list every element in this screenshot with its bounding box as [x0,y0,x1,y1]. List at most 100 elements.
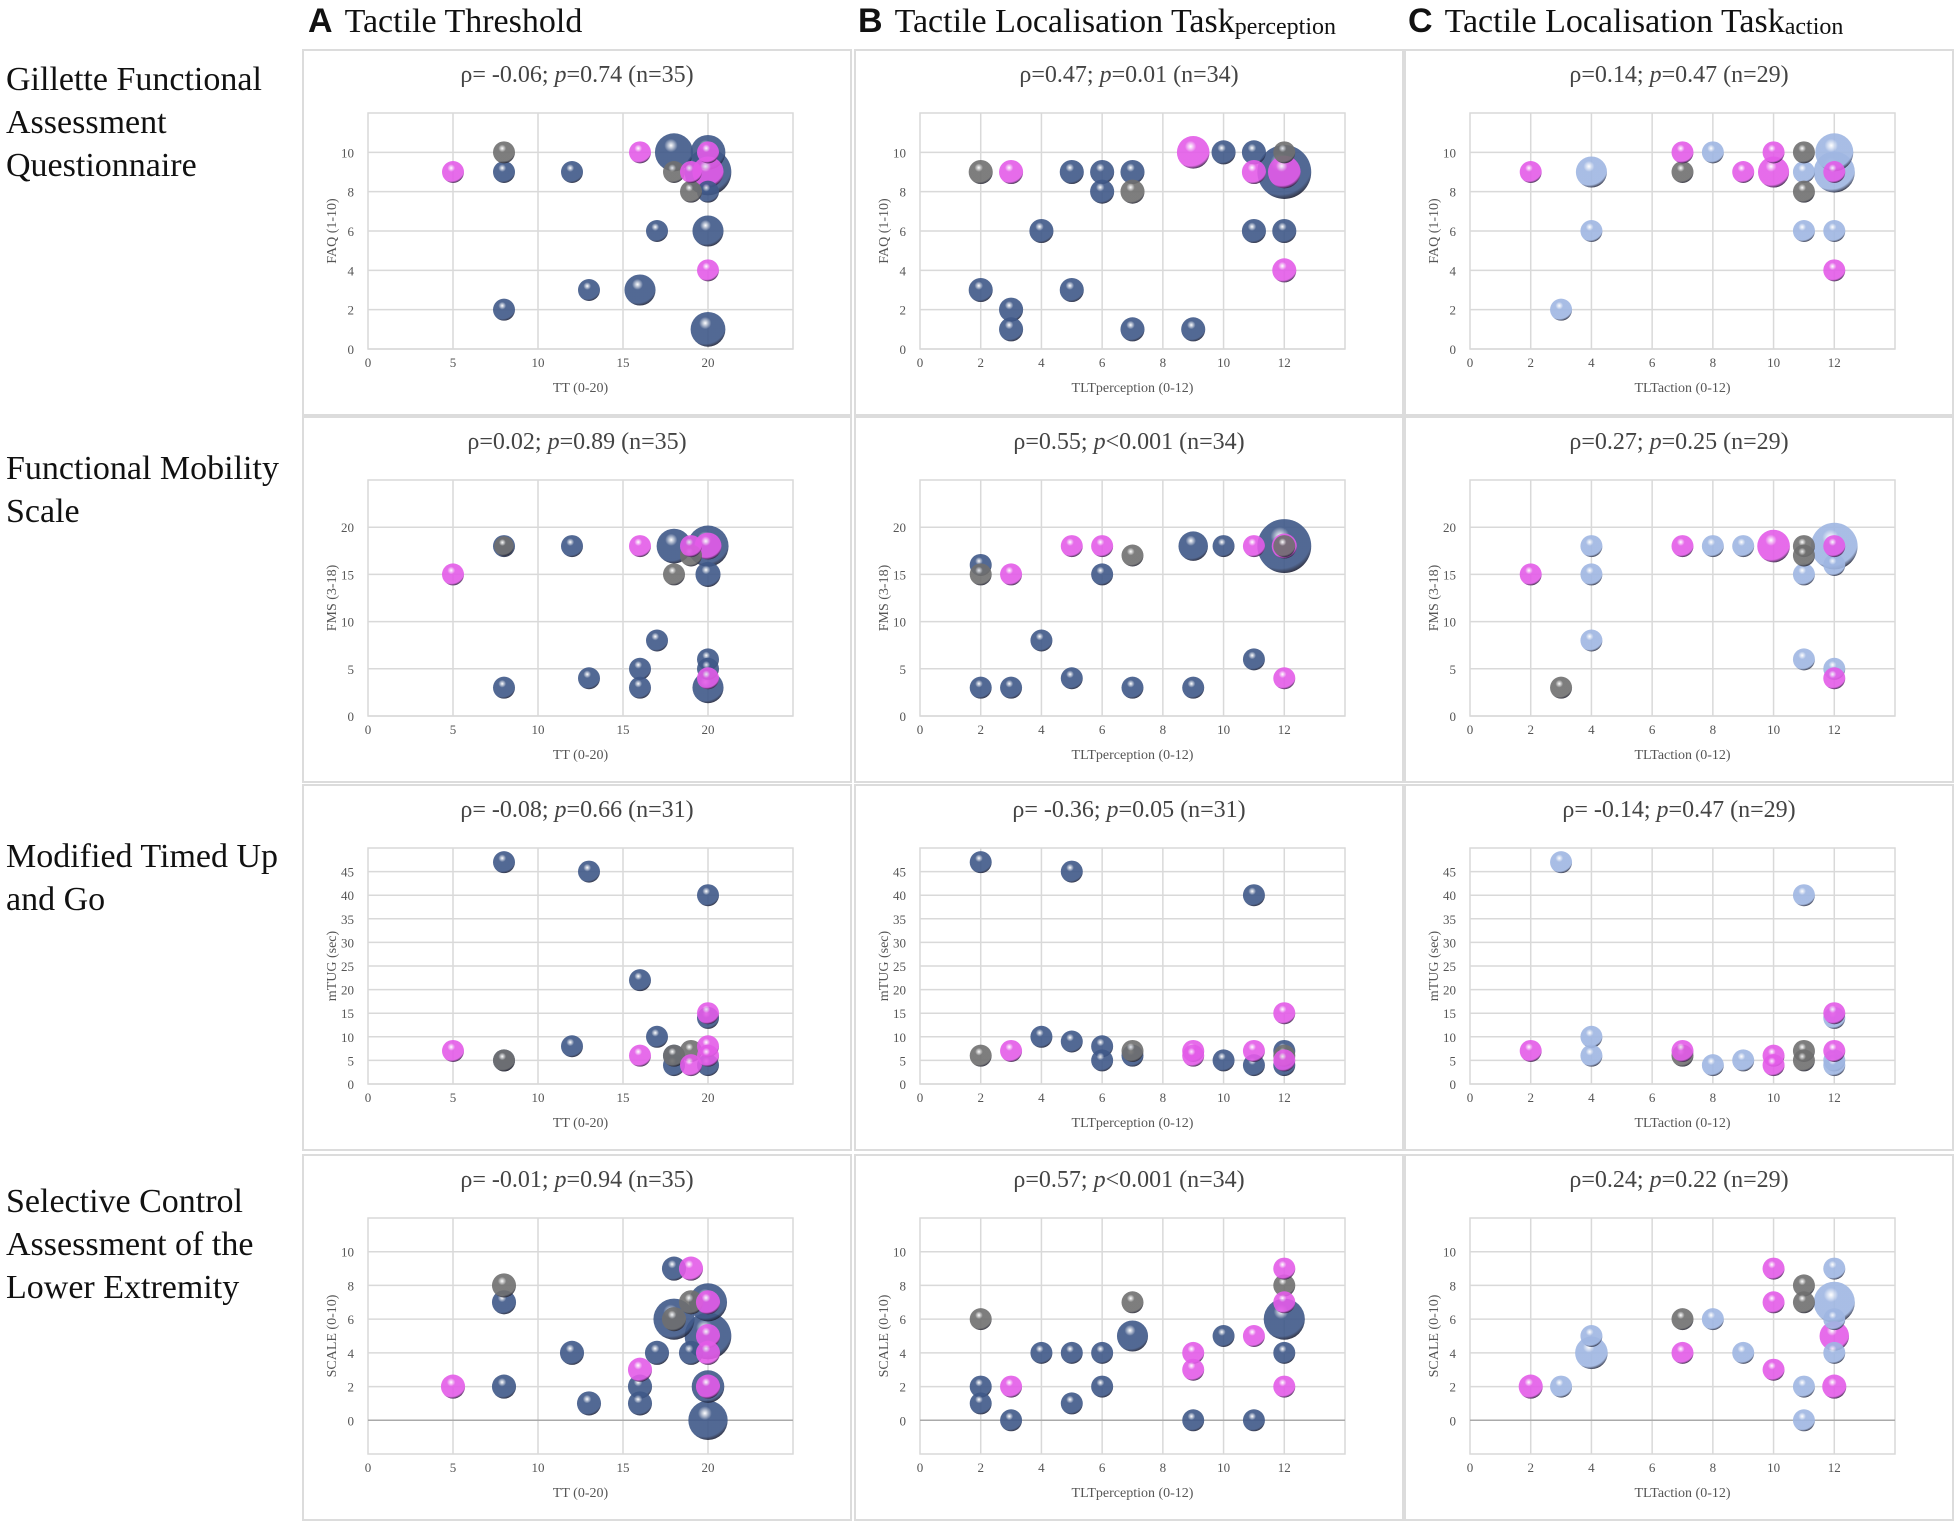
x-tick-label: 10 [1767,1460,1780,1475]
bubble-point-pink [697,1044,719,1067]
x-tick-label: 8 [1710,1460,1717,1475]
bubble-point-blue [646,220,668,242]
bubble-point-gray [680,180,702,203]
x-tick-label: 5 [450,1090,457,1105]
stat-title: ρ=0.57; p<0.001 (n=34) [1013,1167,1244,1193]
x-tick-label: 20 [702,355,715,370]
bubble-point-blue [1120,159,1145,185]
bubble-point-blue [1272,218,1297,244]
x-tick-label: 15 [617,1460,630,1475]
y-axis-label: FMS (3-18) [877,564,892,631]
bubble-point-gray [969,563,992,586]
stat-p: p [1098,62,1112,88]
y-tick-label: 35 [341,912,354,927]
bubble-point-pink [1091,535,1114,558]
bubble-point-pink [1762,1054,1785,1077]
bubble-point-light [1823,1308,1846,1331]
y-tick-label: 10 [1443,1245,1456,1260]
x-tick-label: 4 [1588,1090,1595,1105]
y-tick-label: 0 [348,1413,355,1428]
bubble-point-pink [1519,1039,1542,1062]
x-axis-label: TT (0-20) [553,381,609,396]
column-subscript: action [1784,14,1844,40]
bubble-point-light [1575,156,1607,188]
bubble-point-pink [1762,141,1785,164]
x-tick-label: 8 [1160,1090,1167,1105]
bubble-point-blue [999,317,1024,342]
y-tick-label: 6 [348,1312,355,1327]
y-tick-label: 2 [348,303,355,318]
x-tick-label: 0 [365,1460,372,1475]
bubble-point-pink [1267,155,1301,189]
bubble-point-pink [697,667,719,690]
x-tick-label: 0 [917,1460,924,1475]
x-tick-label: 5 [450,722,457,737]
bubble-point-pink [1273,1257,1296,1280]
x-tick-label: 12 [1828,722,1841,737]
bubble-point-pink [1182,1341,1205,1364]
x-tick-label: 10 [1767,355,1780,370]
bubble-point-blue [1030,1025,1053,1048]
y-tick-label: 4 [900,263,907,278]
bubble-point-light [1792,220,1815,242]
x-tick-label: 0 [1467,1460,1474,1475]
x-tick-label: 12 [1828,355,1841,370]
panel-border [854,784,1404,1151]
bubble-point-gray [1792,180,1815,203]
bubble-point-blue [561,535,583,558]
stat-stat: <0.001 (n=34) [1106,1167,1245,1193]
x-tick-label: 12 [1278,1460,1291,1475]
bubble-point-blue [999,297,1024,322]
x-tick-label: 10 [1767,1090,1780,1105]
bubble-point-pink [697,259,719,282]
y-tick-label: 6 [900,224,907,239]
x-tick-label: 10 [1217,1460,1230,1475]
bubble-point-blue [1182,1409,1205,1432]
stat-p: p [1105,797,1119,823]
bubble-point-pink [1823,535,1846,558]
stat-title: ρ=0.27; p=0.25 (n=29) [1569,429,1788,455]
bubble-point-pink [1823,1002,1846,1025]
y-tick-label: 30 [341,935,354,950]
row-label-scale: Selective Control Assessment of the Lowe… [6,1183,254,1306]
bubble-point-blue [493,161,515,183]
bubble-point-pink [680,1054,702,1077]
x-tick-label: 0 [365,1090,372,1105]
panel-border [854,49,1404,416]
y-tick-label: 2 [1450,1380,1457,1395]
bubble-chart-panel: ρ=0.24; p=0.22 (n=29) 0 2 4 6 8 10 12 0 2 4 6 8 10 TLT… [1404,1154,1954,1521]
stat-title: ρ= -0.01; p=0.94 (n=35) [460,1167,693,1193]
x-tick-label: 8 [1710,1090,1717,1105]
bubble-point-blue [1029,218,1054,244]
bubble-point-gray [1792,1291,1815,1314]
bubble-point-light [1580,563,1603,586]
bubble-point-light [1701,1054,1724,1077]
bubble-chart-panel: ρ=0.27; p=0.25 (n=29) 0 2 4 6 8 10 12 0 5 10 15 20 TL… [1404,416,1954,783]
y-tick-label: 5 [348,1053,355,1068]
bubble-point-blue [1241,218,1266,244]
bubble-point-gray [1792,1049,1815,1072]
bubble-point-pink [1519,563,1542,586]
y-axis-label: mTUG (sec) [325,930,340,1001]
panel-border [1404,1154,1954,1521]
bubble-point-blue [1242,1409,1265,1432]
y-tick-label: 5 [900,662,907,677]
panel-border [854,416,1404,783]
x-axis-label: TLTaction (0-12) [1634,1116,1730,1131]
x-tick-label: 0 [365,722,372,737]
y-tick-label: 5 [348,662,355,677]
x-tick-label: 12 [1828,1090,1841,1105]
bubble-point-blue [1060,1030,1083,1053]
y-axis-label: mTUG (sec) [877,930,892,1001]
y-axis-label: FMS (3-18) [1427,564,1442,631]
x-tick-label: 4 [1038,1460,1045,1475]
y-tick-label: 35 [893,912,906,927]
column-letter: A [308,2,333,40]
x-tick-label: 10 [532,355,545,370]
bubble-point-gray [494,536,514,556]
x-tick-label: 8 [1160,722,1167,737]
bubble-point-gray [1792,141,1815,164]
x-tick-label: 10 [532,722,545,737]
bubble-point-blue [1212,1325,1235,1347]
